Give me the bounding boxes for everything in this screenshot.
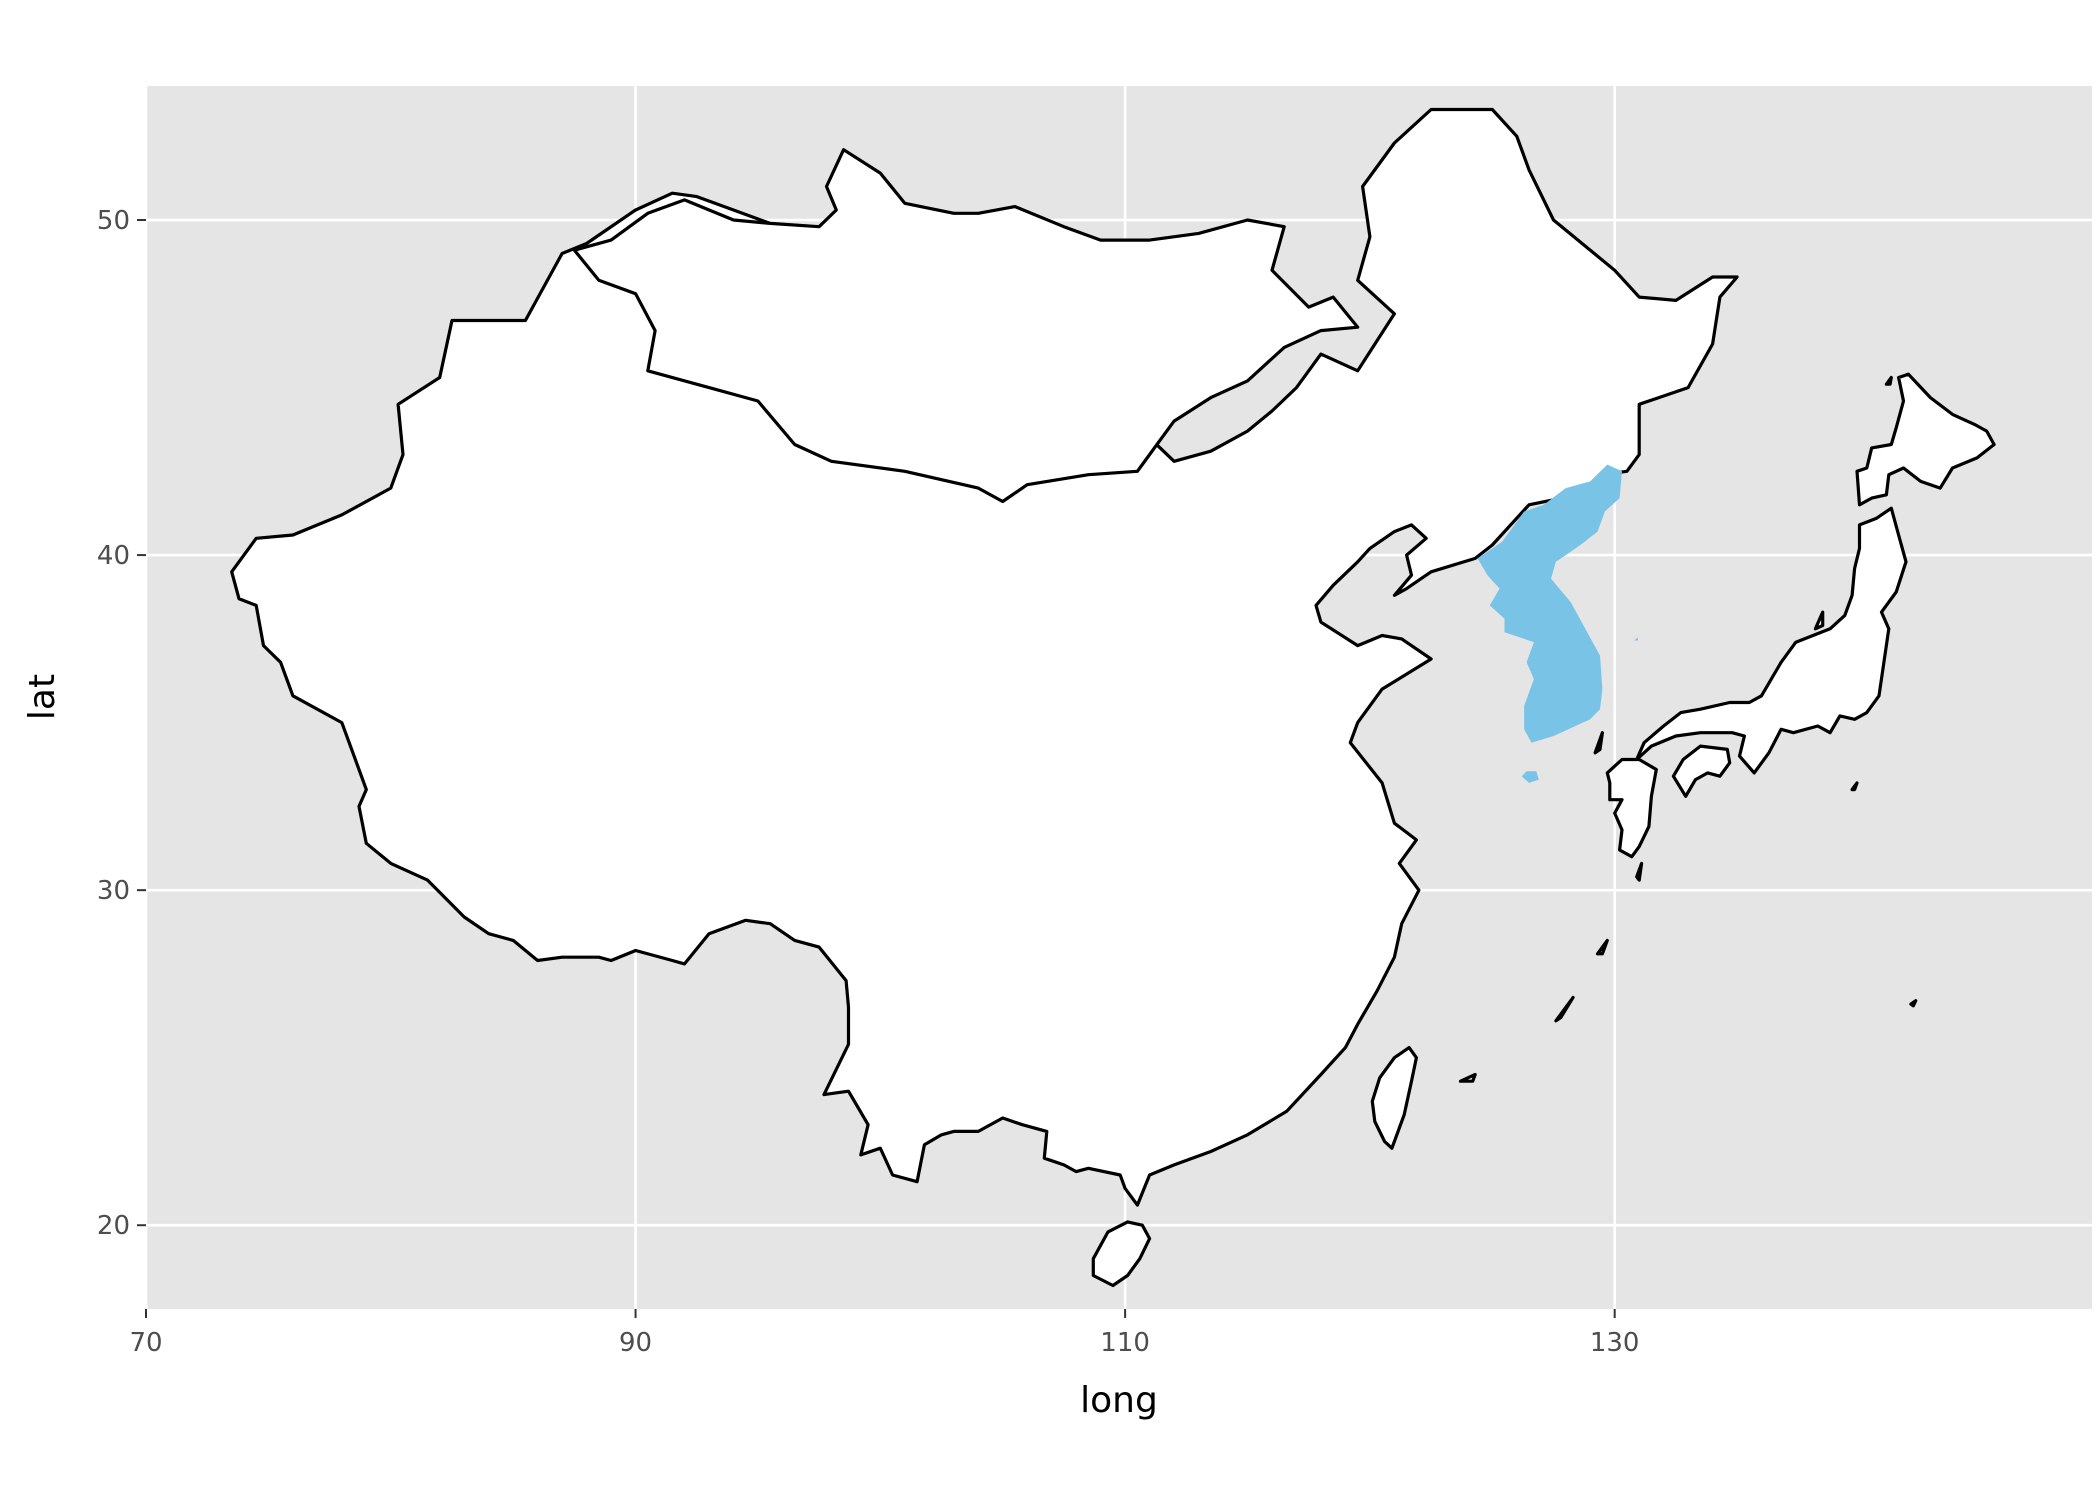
region-sado (1813, 610, 1825, 631)
region-tsushima (1593, 731, 1604, 755)
region-rishiri (1884, 375, 1893, 386)
region-amami (1595, 938, 1609, 956)
region-jeju (1521, 771, 1539, 783)
region-hokkaido (1855, 372, 1996, 507)
region-mongolia (572, 148, 1360, 504)
region-honshu (1635, 506, 1908, 775)
x-tick-label-110: 110 (1100, 1328, 1150, 1358)
x-tick-label-130: 130 (1590, 1328, 1640, 1358)
y-tick-label-30: 30 (97, 876, 130, 906)
y-tick-label-40: 40 (97, 541, 130, 571)
region-yaeyama (1458, 1072, 1477, 1083)
axis-ticks: 70 90 110 130 20 30 40 50 (97, 206, 1640, 1358)
y-tick-label-20: 20 (97, 1211, 130, 1241)
y-tick-label-50: 50 (97, 206, 130, 236)
land-layer (230, 107, 1996, 1288)
region-tanegashima (1635, 861, 1644, 882)
x-tick-label-70: 70 (129, 1328, 162, 1358)
region-okinawa (1554, 995, 1575, 1023)
x-tick-label-90: 90 (619, 1328, 652, 1358)
x-axis-label: long (1080, 1380, 1158, 1421)
region-ullungdo (1634, 637, 1638, 641)
region-taiwan (1370, 1046, 1418, 1150)
region-kyushu (1605, 757, 1658, 859)
region-korea (1477, 464, 1622, 743)
y-axis-label: lat (22, 674, 63, 720)
region-ogasawara (1909, 999, 1918, 1008)
region-hachijo (1850, 781, 1859, 792)
region-shikoku (1671, 744, 1732, 798)
region-hainan (1091, 1220, 1152, 1288)
